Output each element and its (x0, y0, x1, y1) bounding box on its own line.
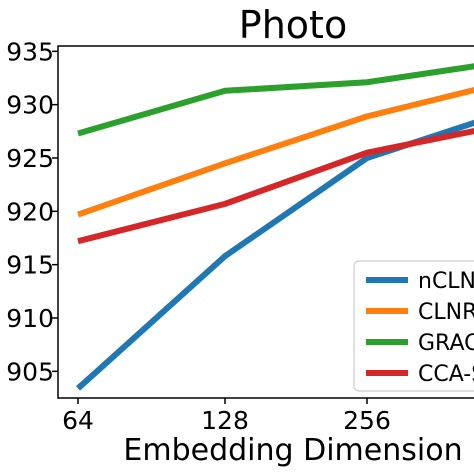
y-tick-label: 930 (6, 91, 54, 120)
x-axis-label: Embedding Dimension (123, 433, 462, 468)
series-line-cca-ssg (77, 128, 474, 245)
legend-label: nCLNR (418, 269, 474, 294)
x-tick-label: 64 (62, 406, 94, 435)
series-line-clnr (77, 86, 474, 218)
legend: nCLNR CLNR GRACE CCA-SSG (353, 260, 474, 392)
legend-label: CLNR (418, 300, 474, 325)
legend-label: GRACE (418, 331, 474, 356)
series-lines (75, 63, 474, 391)
y-tick-label: 910 (6, 304, 54, 333)
chart-title: Photo (239, 3, 347, 47)
x-tick-label: 128 (201, 406, 249, 435)
y-tick-label: 925 (6, 144, 54, 173)
y-tick-label: 935 (6, 37, 54, 66)
series-line-grace (77, 63, 474, 137)
legend-box (353, 260, 474, 392)
y-axis: 905 910 915 920 925 930 935 (6, 37, 58, 386)
x-tick-label: 256 (343, 406, 391, 435)
y-tick-label: 915 (6, 251, 54, 280)
plot-frame (57, 45, 474, 399)
y-tick-label: 905 (6, 357, 54, 386)
legend-label: CCA-SSG (418, 362, 474, 387)
x-axis: 64128256512 (62, 398, 391, 435)
series-line-nclnr (75, 119, 474, 391)
y-tick-label: 920 (6, 197, 54, 226)
